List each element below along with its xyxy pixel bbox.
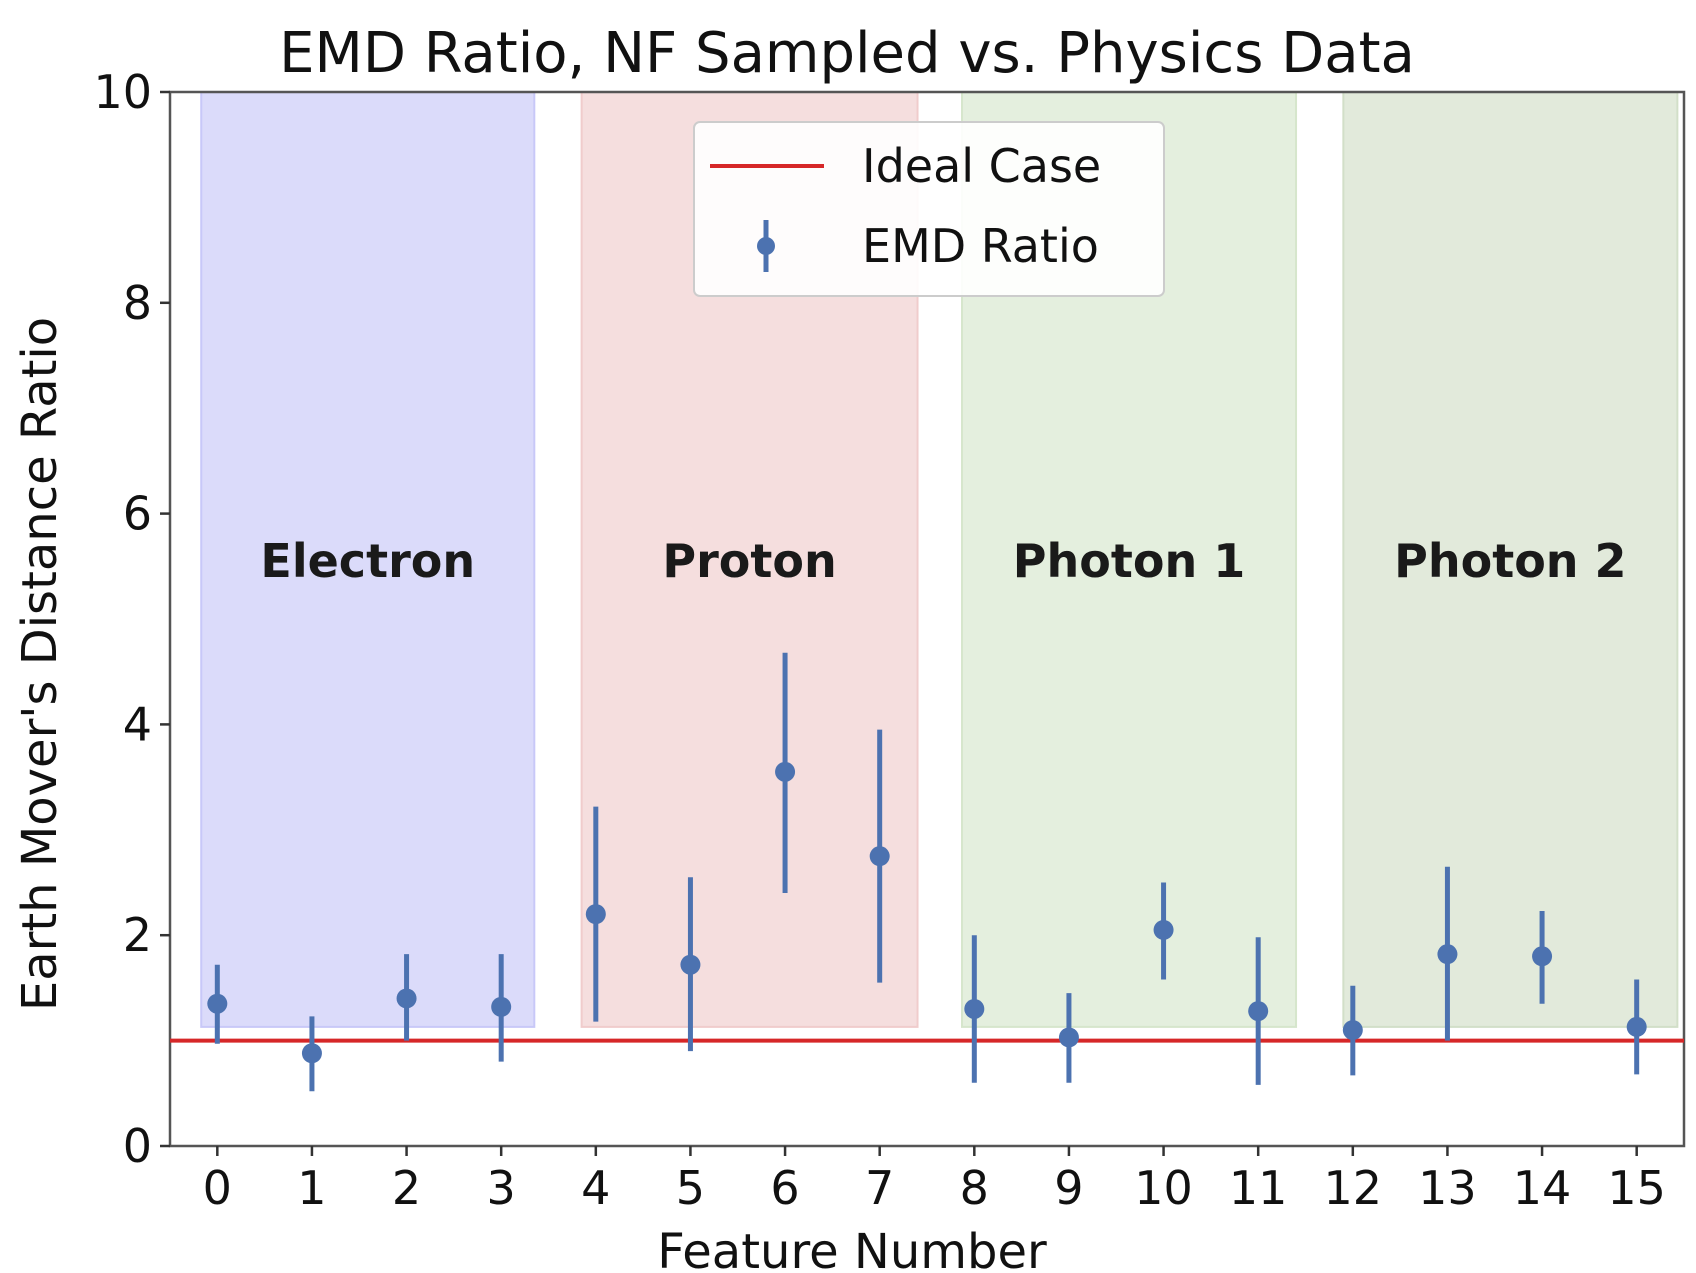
legend-ideal-case-label: Ideal Case: [862, 139, 1101, 193]
data-point-8: [964, 998, 985, 1019]
y-tick-label-8: 8: [123, 276, 152, 330]
x-tick-label-15: 15: [1607, 1161, 1666, 1215]
data-point-12: [1342, 1020, 1363, 1041]
region-label-electron: Electron: [260, 534, 475, 588]
x-tick-label-8: 8: [960, 1161, 989, 1215]
data-point-2: [396, 988, 417, 1009]
x-tick-label-6: 6: [770, 1161, 799, 1215]
data-point-4: [585, 904, 606, 925]
legend: Ideal Case EMD Ratio: [693, 121, 1165, 297]
data-point-7: [869, 846, 890, 867]
x-tick-label-7: 7: [865, 1161, 894, 1215]
legend-emd-ratio-marker-swatch: [757, 237, 775, 255]
region-label-photon-1: Photon 1: [1013, 534, 1245, 588]
data-point-6: [775, 761, 796, 782]
x-tick-label-4: 4: [581, 1161, 610, 1215]
region-electron: [200, 91, 536, 1028]
y-tick-label-4: 4: [123, 697, 152, 751]
data-points-layer: [207, 652, 1647, 1092]
data-point-1: [301, 1043, 322, 1064]
plot-frame: [168, 90, 1686, 1148]
data-point-0: [207, 993, 228, 1014]
region-label-photon-2: Photon 2: [1394, 534, 1626, 588]
x-axis-ticks: 0 1 2 3 4 5 6 7 8 9 10 11 12 13 14 15: [203, 1146, 1666, 1215]
y-axis-label: Earth Mover's Distance Ratio: [12, 317, 68, 1011]
y-tick-label-2: 2: [123, 908, 152, 962]
region-photon-2: [1342, 91, 1679, 1028]
y-axis-ticks: 0 2 4 6 8 10: [93, 65, 170, 1173]
data-point-11: [1248, 1001, 1269, 1022]
x-axis-label: Feature Number: [657, 1224, 1047, 1273]
x-tick-label-9: 9: [1054, 1161, 1083, 1215]
x-tick-label-5: 5: [676, 1161, 705, 1215]
y-tick-label-10: 10: [93, 65, 152, 119]
data-point-13: [1437, 944, 1458, 965]
x-tick-label-11: 11: [1229, 1161, 1288, 1215]
x-tick-label-0: 0: [203, 1161, 232, 1215]
x-tick-label-12: 12: [1324, 1161, 1383, 1215]
data-point-5: [680, 954, 701, 975]
y-tick-label-0: 0: [123, 1119, 152, 1173]
data-point-15: [1626, 1016, 1647, 1037]
legend-emd-ratio-label: EMD Ratio: [862, 219, 1099, 273]
data-point-10: [1153, 919, 1174, 940]
data-point-14: [1532, 946, 1553, 967]
x-tick-label-13: 13: [1418, 1161, 1477, 1215]
x-tick-label-14: 14: [1513, 1161, 1572, 1215]
x-tick-label-1: 1: [297, 1161, 326, 1215]
y-tick-label-6: 6: [123, 487, 152, 541]
data-point-3: [491, 996, 512, 1017]
data-point-9: [1058, 1027, 1079, 1048]
region-label-proton: Proton: [662, 534, 836, 588]
region-layer: Electron Proton Photon 1 Photon 2: [200, 91, 1679, 1028]
x-tick-label-10: 10: [1134, 1161, 1193, 1215]
chart-title: EMD Ratio, NF Sampled vs. Physics Data: [279, 21, 1415, 86]
x-tick-label-2: 2: [392, 1161, 421, 1215]
x-tick-label-3: 3: [487, 1161, 516, 1215]
